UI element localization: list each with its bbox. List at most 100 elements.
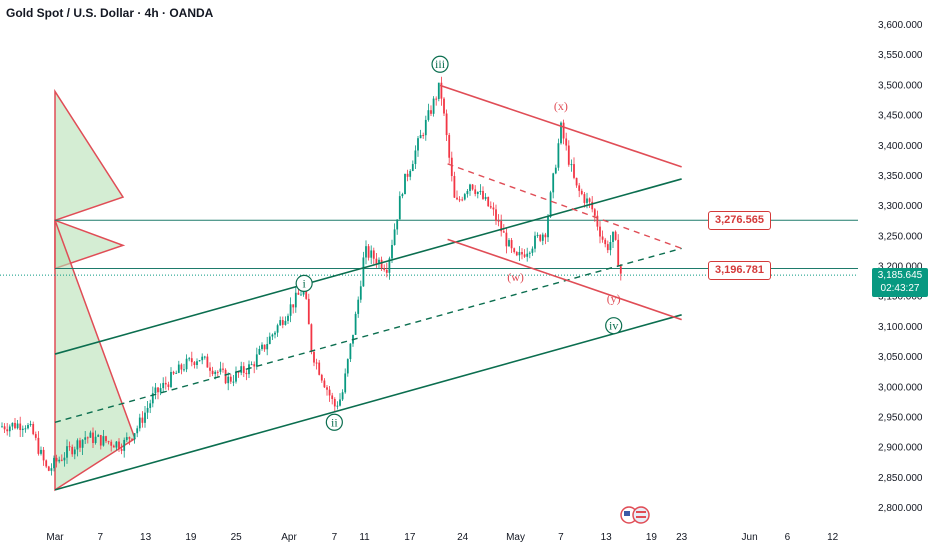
candle-body [318,362,321,375]
x-tick-label: 25 [231,532,243,543]
x-tick-label: 12 [827,532,839,543]
candle-body [255,354,258,367]
candle-body [484,196,487,199]
candle-body [313,351,315,363]
x-tick-label: 13 [601,532,613,543]
x-tick-label: 11 [359,532,370,543]
candle-body [604,239,607,245]
bar-countdown: 02:43:27 [880,283,920,294]
current-price-tag[interactable]: 3,185.645 02:43:27 [872,268,928,297]
candle-body [258,348,261,355]
candle-body [619,266,622,274]
candle-body [81,439,84,448]
candle-body [583,194,586,203]
price-axis[interactable]: 3,600.000 3,550.000 3,500.000 3,450.000 3,40… [878,20,923,514]
y-tick-label: 3,200.000 [878,262,923,273]
candle-body [617,239,620,267]
candle-body [144,412,146,423]
y-tick-label: 3,100.000 [878,322,923,333]
candle-body [266,343,269,350]
candle-body [287,315,289,321]
x-tick-label: 7 [558,532,564,543]
flag-icon[interactable] [620,506,650,524]
candle-body [328,389,331,396]
level-label-lower[interactable]: 3,196.781 [708,261,771,280]
x-tick-label: May [506,532,525,543]
candle-body [63,457,66,461]
candle-body [614,231,617,240]
candle-body [497,220,500,222]
x-tick-label: 19 [646,532,658,543]
candle-body [565,138,568,146]
candle-body [560,122,562,144]
candle-body [289,304,292,316]
x-tick-label: 19 [185,532,197,543]
x-tick-label: Jun [742,532,758,543]
candle-body [180,364,183,370]
channel-upper-line [54,178,682,355]
candle-body [547,216,549,238]
candle-body [250,364,253,366]
candle-body [27,425,29,429]
candle-body [58,459,61,462]
candle-body [388,258,391,273]
candle-body [495,209,497,221]
x-tick-label: 23 [676,532,688,543]
candle-body [599,226,601,237]
candle-body [404,173,406,195]
candle-body [263,344,266,350]
y-tick-label: 3,450.000 [878,111,923,122]
level-label-upper[interactable]: 3,276.565 [708,211,771,230]
candle-body [242,366,245,373]
candle-body [573,164,575,178]
candle-body [430,110,432,114]
candle-body [513,248,516,253]
y-tick-label: 3,400.000 [878,141,923,152]
triangle-middle-line [447,163,682,250]
trendlines[interactable] [54,84,682,491]
candle-body [141,417,144,423]
candle-body [383,268,386,270]
candle-body [107,441,110,443]
candle-body [521,252,523,255]
candle-body [406,173,409,177]
triangle-lower-line [447,238,682,321]
candle-body [16,423,19,429]
time-axis[interactable]: Mar 7 13 19 25 Apr 7 11 17 24 May 7 13 19 23 Jun 6 12 [46,532,838,543]
candle-body [159,388,162,393]
candle-body [154,387,157,394]
candle-body [193,362,196,366]
candle-body [500,220,503,232]
wave-label-circle [325,413,343,431]
x-tick-label: Mar [46,532,64,543]
candle-body [359,286,362,300]
candle-body [188,358,191,360]
candle-body [354,313,357,335]
candle-body [315,362,318,364]
candle-body [339,399,341,406]
y-tick-label: 3,550.000 [878,50,923,61]
candle-body [292,304,295,308]
candle-body [549,192,552,217]
fib-tool-drawing[interactable] [0,88,858,492]
wave-label-(y): (y) [607,291,621,305]
candle-body [336,405,339,407]
candle-body [422,135,425,137]
candle-body [320,374,323,381]
channel-lower-line [54,314,682,491]
candle-body [84,437,87,440]
candle-body [612,231,614,242]
candle-body [297,292,300,295]
candle-body [216,371,219,373]
candle-body [375,258,378,264]
candle-body [224,369,227,384]
candle-body [37,437,40,454]
candle-body [419,135,422,139]
candle-body [94,436,97,443]
candle-body [68,446,71,448]
candle-body [99,435,102,446]
candle-body [19,423,22,431]
x-tick-label: 17 [404,532,416,543]
candle-body [185,358,188,370]
